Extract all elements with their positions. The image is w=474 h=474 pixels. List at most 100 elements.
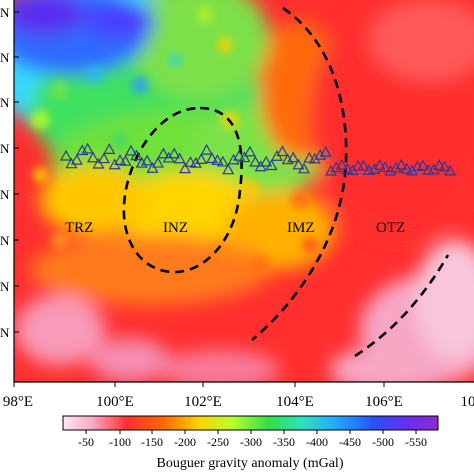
station-triangle bbox=[416, 159, 429, 171]
station-triangle bbox=[260, 155, 273, 167]
station-triangle bbox=[124, 144, 137, 156]
x-tick-label-104e: 104°E bbox=[276, 394, 314, 410]
station-triangle bbox=[303, 151, 316, 163]
station-triangle bbox=[400, 162, 413, 174]
station-triangle bbox=[216, 155, 229, 167]
station-triangle bbox=[92, 157, 105, 169]
zone-labels: TRZ INZ IMZ OTZ bbox=[65, 220, 405, 236]
station-triangle bbox=[222, 163, 235, 175]
station-triangle bbox=[357, 159, 370, 171]
station-triangle bbox=[335, 158, 348, 170]
station-triangle bbox=[81, 142, 94, 154]
y-axis-tick-labels: N N N N N N N N bbox=[0, 5, 10, 340]
station-triangle bbox=[206, 152, 219, 164]
x-tick-label-98e: 98°E bbox=[3, 394, 33, 410]
station-triangle bbox=[173, 152, 186, 164]
colorbar-tick-label: -50 bbox=[78, 435, 94, 449]
colorbar-tick-label: -400 bbox=[306, 435, 328, 449]
station-triangle bbox=[168, 147, 181, 159]
seismic-station-markers bbox=[59, 142, 457, 176]
station-triangle bbox=[195, 153, 208, 164]
station-triangle bbox=[189, 156, 202, 168]
station-triangle bbox=[276, 145, 289, 157]
colorbar-ticks bbox=[85, 430, 417, 434]
y-tick-label: N bbox=[0, 5, 10, 20]
zone-label-otz: OTZ bbox=[376, 220, 405, 236]
gravity-anomaly-raster bbox=[14, 0, 474, 382]
station-triangle bbox=[389, 161, 402, 173]
station-triangle bbox=[330, 161, 343, 173]
station-triangle bbox=[200, 143, 213, 155]
station-triangle bbox=[324, 164, 338, 176]
zone-boundaries bbox=[122, 6, 450, 358]
station-triangle bbox=[297, 162, 310, 174]
station-triangle bbox=[59, 149, 73, 161]
x-tick-label-102e: 102°E bbox=[184, 394, 222, 410]
otz-boundary-line bbox=[354, 254, 450, 358]
station-triangle bbox=[238, 151, 251, 163]
colorbar-tick-label: -500 bbox=[372, 435, 394, 449]
station-triangle bbox=[211, 154, 224, 166]
station-triangle bbox=[443, 164, 457, 176]
colorbar-tick-label: -250 bbox=[207, 435, 229, 449]
y-tick-label: N bbox=[0, 50, 10, 65]
colorbar-tick-label: -100 bbox=[109, 435, 131, 449]
colorbar-caption: Bouguer gravity anomaly (mGal) bbox=[156, 456, 343, 471]
colorbar-tick-label: -150 bbox=[141, 435, 163, 449]
station-triangle bbox=[292, 158, 305, 170]
station-triangle bbox=[379, 161, 392, 172]
station-triangle bbox=[384, 164, 397, 176]
station-triangle bbox=[157, 147, 170, 159]
y-tick-label: N bbox=[0, 141, 10, 156]
station-triangle bbox=[103, 143, 116, 154]
station-triangle bbox=[243, 145, 256, 157]
colorbar-ramp bbox=[62, 415, 439, 431]
y-tick-label: N bbox=[0, 325, 10, 340]
x-tick-label-100e: 100°E bbox=[96, 394, 134, 410]
station-triangle bbox=[438, 160, 451, 172]
imz-boundary-line bbox=[251, 6, 348, 341]
station-triangle bbox=[227, 153, 240, 165]
station-triangle bbox=[314, 148, 327, 160]
zone-label-inz: INZ bbox=[163, 220, 188, 236]
station-triangle bbox=[233, 149, 246, 161]
y-tick-label: N bbox=[0, 187, 10, 202]
station-triangle bbox=[308, 152, 321, 164]
y-tick-label: N bbox=[0, 233, 10, 248]
y-axis-ticks bbox=[14, 11, 19, 333]
station-triangle bbox=[114, 154, 127, 165]
station-triangle bbox=[97, 152, 110, 164]
zone-label-imz: IMZ bbox=[287, 220, 315, 236]
x-tick-label-106e: 106°E bbox=[365, 394, 403, 410]
colorbar-tick-label: -350 bbox=[273, 435, 295, 449]
station-triangle bbox=[178, 162, 192, 174]
station-triangle bbox=[265, 159, 278, 171]
station-triangle bbox=[119, 154, 132, 166]
colorbar: -50 -100 -150 -200 -250 -300 -350 -400 -… bbox=[62, 415, 439, 471]
station-triangle bbox=[70, 153, 83, 165]
station-triangle bbox=[87, 151, 100, 163]
x-axis-ticks bbox=[13, 382, 385, 387]
y-tick-label: N bbox=[0, 279, 10, 294]
station-triangle bbox=[395, 158, 408, 170]
station-triangle bbox=[146, 162, 159, 173]
colorbar-tick-label: -300 bbox=[240, 435, 262, 449]
station-triangle bbox=[287, 151, 300, 163]
colorbar-tick-label: -450 bbox=[339, 435, 361, 449]
station-triangle bbox=[130, 149, 143, 161]
station-triangle bbox=[151, 156, 164, 168]
y-tick-label: N bbox=[0, 95, 10, 110]
station-triangle bbox=[249, 155, 262, 167]
x-axis-tick-labels: 98°E 100°E 102°E 104°E 106°E 10 bbox=[3, 394, 474, 410]
colorbar-tick-labels: -50 -100 -150 -200 -250 -300 -350 -400 -… bbox=[78, 435, 427, 449]
zone-label-trz: TRZ bbox=[65, 220, 93, 236]
station-triangle bbox=[341, 163, 354, 174]
station-triangle bbox=[373, 158, 386, 170]
station-triangle bbox=[319, 145, 332, 157]
station-triangle bbox=[433, 159, 446, 170]
station-triangle bbox=[141, 154, 154, 166]
x-tick-label-108e-partial: 10 bbox=[461, 394, 474, 410]
colorbar-tick-label: -550 bbox=[405, 435, 427, 449]
station-triangle bbox=[184, 156, 197, 167]
